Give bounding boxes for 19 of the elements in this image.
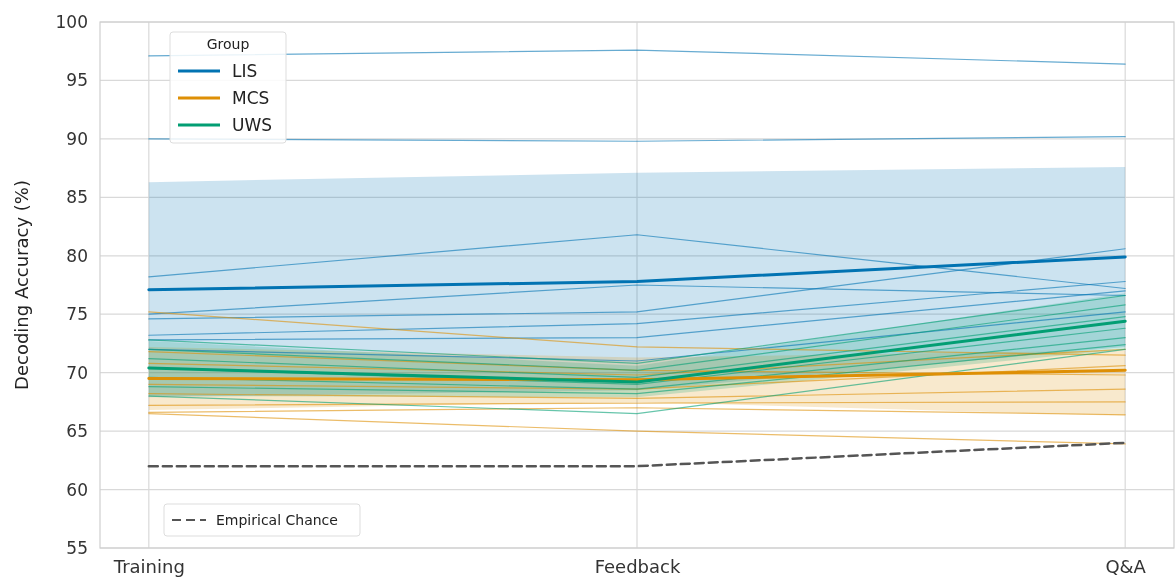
y-tick-label: 55: [66, 537, 88, 558]
legend-label: UWS: [232, 115, 273, 135]
legend-label: Empirical Chance: [216, 512, 338, 528]
y-tick-label: 65: [66, 421, 88, 442]
x-tick-label: Training: [112, 555, 185, 577]
y-tick-label: 75: [66, 304, 88, 325]
legend-label: MCS: [232, 88, 270, 108]
y-tick-label: 80: [66, 245, 88, 266]
y-tick-label: 100: [55, 11, 88, 32]
y-tick-label: 70: [66, 362, 88, 383]
y-tick-label: 85: [66, 187, 88, 208]
y-tick-label: 90: [66, 128, 88, 149]
y-tick-label: 95: [66, 70, 88, 91]
x-tick-label: Feedback: [594, 555, 681, 577]
x-tick-label: Q&A: [1105, 555, 1147, 577]
legend-label: LIS: [232, 61, 258, 81]
y-axis-title: Decoding Accuracy (%): [11, 180, 32, 390]
y-tick-label: 60: [66, 479, 88, 500]
legend-title: Group: [206, 36, 250, 52]
